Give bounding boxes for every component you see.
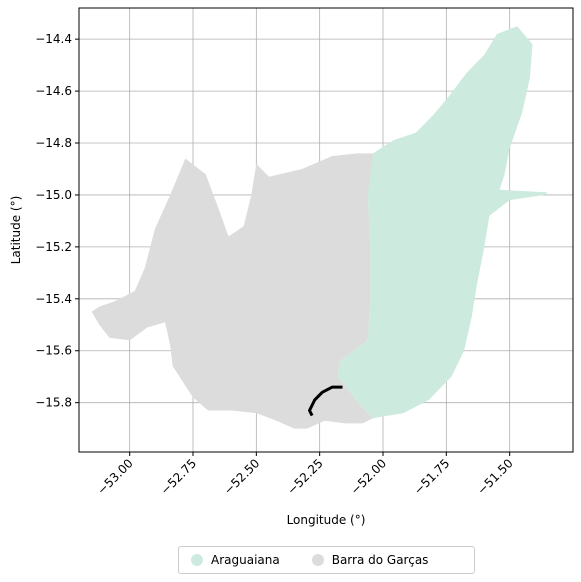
x-tick-label: −51.50 [474, 456, 515, 497]
x-tick-label: −52.25 [284, 456, 325, 497]
x-tick-label: −52.00 [348, 456, 389, 497]
y-axis-ticks: −15.8 −15.6 −15.4 −15.2 −15.0 −14.8 −14.6 −14.4 [35, 32, 79, 410]
river-layer [308, 385, 343, 417]
x-tick-label: −53.00 [94, 456, 135, 497]
legend-marker-barra-do-garcas [311, 554, 324, 566]
legend: Araguaiana Barra do Garças [178, 546, 475, 574]
river-line [308, 385, 343, 417]
y-tick-label: −14.6 [35, 84, 72, 98]
legend-label-araguaiana: Araguaiana [211, 553, 280, 567]
y-tick-label: −15.8 [35, 396, 72, 410]
region-barra-do-gar-as [91, 153, 378, 429]
x-axis-title: Longitude (°) [287, 513, 366, 527]
legend-label-barra-do-garcas: Barra do Garças [331, 553, 429, 567]
y-tick-label: −15.4 [35, 292, 72, 306]
x-tick-label: −51.75 [411, 456, 452, 497]
x-axis-ticks: −53.00 −52.75 −52.50 −52.25 −52.00 −51.75 −51.… [94, 452, 516, 498]
y-tick-label: −15.0 [35, 188, 72, 202]
legend-entry-araguaiana: Araguaiana [191, 553, 280, 567]
regions-layer [91, 26, 548, 429]
y-axis-title: Latitude (°) [9, 196, 23, 265]
x-tick-label: −52.75 [158, 456, 199, 497]
region-araguaiana [337, 26, 548, 419]
plot-frame [78, 7, 574, 453]
y-tick-label: −15.2 [35, 240, 72, 254]
x-tick-label: −52.50 [221, 456, 262, 497]
legend-marker-araguaiana [191, 554, 203, 566]
y-tick-label: −14.8 [35, 136, 72, 150]
y-tick-label: −14.4 [35, 32, 72, 46]
legend-entry-barra-do-garcas: Barra do Garças [311, 553, 429, 567]
y-tick-label: −15.6 [35, 344, 72, 358]
